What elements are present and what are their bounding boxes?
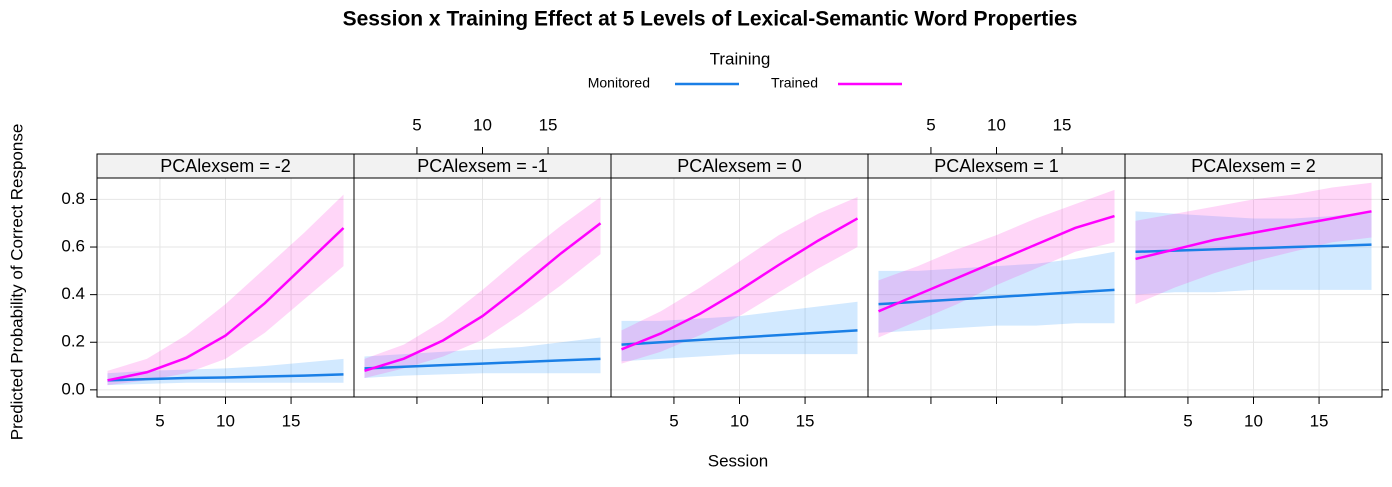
x-axis-label: Session bbox=[708, 451, 768, 470]
x-tick-label: 5 bbox=[1183, 411, 1192, 430]
line bbox=[621, 217, 859, 351]
x-tick-label: 15 bbox=[1053, 115, 1072, 134]
line bbox=[364, 222, 602, 373]
strip-label: PCAlexsem = -2 bbox=[160, 156, 291, 176]
chart-title: Session x Training Effect at 5 Levels of… bbox=[343, 8, 1078, 31]
confidence-band bbox=[1135, 211, 1372, 295]
legend-title: Training bbox=[710, 49, 771, 68]
x-tick-label: 5 bbox=[926, 115, 935, 134]
line bbox=[107, 227, 345, 382]
strip bbox=[610, 153, 869, 179]
x-tick-label: 5 bbox=[669, 411, 678, 430]
x-tick-label: 5 bbox=[155, 411, 164, 430]
legend-label: Monitored bbox=[588, 75, 650, 91]
confidence-band bbox=[364, 197, 601, 378]
y-tick-label: 0.4 bbox=[61, 284, 85, 303]
y-tick-label: 0.8 bbox=[61, 189, 85, 208]
panel-frame bbox=[1124, 177, 1383, 398]
line bbox=[878, 288, 1115, 306]
x-tick-label: 15 bbox=[282, 411, 301, 430]
x-tick-label: 15 bbox=[796, 411, 815, 430]
confidence-band bbox=[364, 337, 601, 378]
strip-label: PCAlexsem = 1 bbox=[934, 156, 1059, 176]
legend-label: Trained bbox=[771, 75, 818, 91]
line bbox=[621, 329, 858, 346]
y-tick-label: 0.6 bbox=[61, 237, 85, 256]
x-tick-label: 10 bbox=[1244, 411, 1263, 430]
line bbox=[364, 357, 601, 370]
y-tick-label: 0.2 bbox=[61, 332, 85, 351]
y-tick-label: 0.0 bbox=[61, 379, 85, 398]
x-tick-label: 15 bbox=[539, 115, 558, 134]
y-axis-label: Predicted Probability of Correct Respons… bbox=[7, 124, 26, 441]
confidence-band bbox=[621, 197, 858, 364]
x-tick-label: 10 bbox=[987, 115, 1006, 134]
confidence-band bbox=[621, 301, 858, 362]
x-tick-label: 5 bbox=[412, 115, 421, 134]
strip bbox=[353, 153, 612, 179]
x-tick-label: 10 bbox=[216, 411, 235, 430]
line bbox=[878, 214, 1115, 313]
confidence-band bbox=[1135, 182, 1372, 305]
x-tick-label: 10 bbox=[730, 411, 749, 430]
strip-label: PCAlexsem = 2 bbox=[1191, 156, 1316, 176]
line bbox=[1135, 210, 1372, 261]
confidence-band bbox=[878, 251, 1115, 333]
strip-label: PCAlexsem = -1 bbox=[417, 156, 548, 176]
strip bbox=[867, 153, 1126, 179]
strip bbox=[1124, 153, 1383, 179]
strip bbox=[96, 153, 355, 179]
confidence-band bbox=[107, 194, 344, 386]
line bbox=[107, 373, 344, 382]
x-tick-label: 10 bbox=[473, 115, 492, 134]
strip-label: PCAlexsem = 0 bbox=[677, 156, 802, 176]
x-tick-label: 15 bbox=[1310, 411, 1329, 430]
